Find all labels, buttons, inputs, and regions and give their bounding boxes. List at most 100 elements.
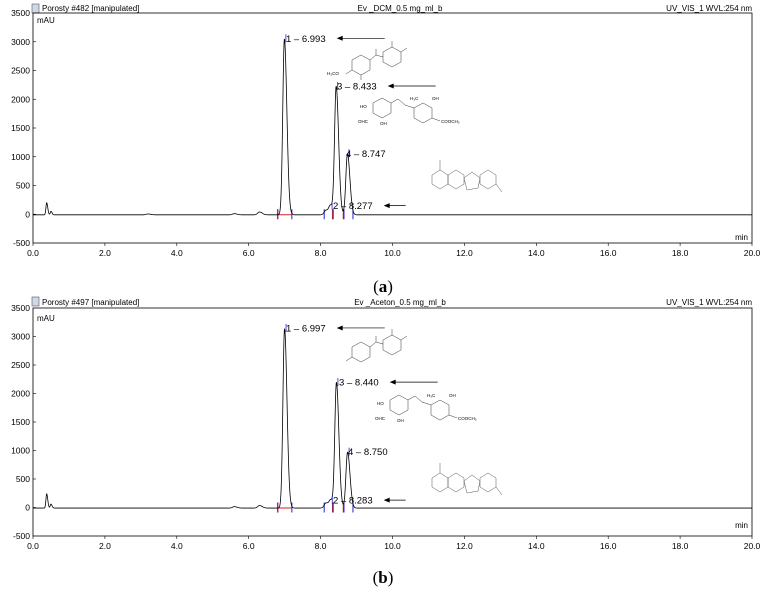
x-tick-label: 20.0 — [744, 248, 761, 258]
peak-label: 1 – 6.993 — [286, 34, 326, 45]
panel-a-x-ticks: 0.0 2.0 4.0 6.0 8.0 10.0 12.0 14.0 16.0 18.0 20.0 — [27, 243, 761, 258]
peak-label: 2 – 8.277 — [333, 201, 373, 212]
y-tick-label: 1500 — [11, 123, 30, 133]
panel-a-y-label: mAU — [37, 16, 55, 25]
panel-b-plot-frame — [32, 307, 753, 537]
x-tick-label: 18.0 — [672, 248, 689, 258]
structure-label: OHC — [358, 119, 369, 124]
x-tick-label: 2.0 — [99, 248, 111, 258]
panel-b-header: Porosty #497 [manipulated] Ev _Aceton_0.… — [31, 296, 752, 307]
peak-label: 4 – 8.747 — [346, 149, 386, 160]
y-tick-label: 3000 — [11, 37, 30, 47]
x-tick-label: 16.0 — [600, 541, 617, 551]
y-tick-label: 1000 — [11, 446, 30, 456]
peak-arrowhead — [389, 379, 396, 385]
panel-b-structure-2: HO OHC OH H₃C OH COOCH₃ — [375, 393, 477, 423]
panel-a-structure-1: H₃CO — [327, 41, 408, 80]
panel-a-structure-3 — [431, 160, 503, 193]
x-tick-label: 10.0 — [384, 248, 401, 258]
panel-a-trace — [33, 38, 752, 216]
panel-a-y-ticks: -500 0 500 1000 1500 2000 2500 3000 3500 — [11, 8, 36, 248]
structure-label: HO — [360, 104, 367, 109]
panel-b-letter: b — [378, 568, 387, 587]
y-tick-label: 3000 — [11, 332, 30, 342]
y-tick-label: 2000 — [11, 389, 30, 399]
x-tick-label: 14.0 — [528, 541, 545, 551]
panel-a-letter: a — [379, 277, 388, 296]
y-tick-label: 500 — [16, 181, 30, 191]
y-tick-label: 2500 — [11, 66, 30, 76]
panel-b-y-ticks: -500 0 500 1000 1500 2000 2500 3000 3500 — [11, 303, 36, 541]
y-tick-label: -500 — [13, 238, 30, 248]
panel-b-trace — [33, 328, 752, 509]
y-tick-label: 0 — [25, 503, 30, 513]
x-tick-label: 6.0 — [243, 248, 255, 258]
peak-label: 4 – 8.750 — [348, 447, 388, 458]
peak-arrowhead — [336, 325, 343, 331]
panel-a-header: Porosty #482 [manipulated] Ev _DCM_0.5 m… — [31, 3, 752, 14]
panel-a-integration-markers — [276, 209, 354, 220]
y-tick-label: 2500 — [11, 360, 30, 370]
panel-b-structure-3 — [431, 463, 503, 496]
panel-b-structure-1 — [345, 329, 408, 363]
y-tick-label: 0 — [25, 209, 30, 219]
y-tick-label: 3500 — [11, 303, 30, 313]
x-tick-label: 2.0 — [99, 541, 111, 551]
x-tick-label: 4.0 — [171, 248, 183, 258]
panel-a-structure-1-label: H₃CO — [327, 71, 339, 76]
y-tick-label: 3500 — [11, 8, 30, 18]
x-tick-label: 0.0 — [27, 248, 39, 258]
document-icon — [31, 296, 40, 307]
panel-a-header-center: Ev _DCM_0.5 mg_ml_b — [358, 4, 443, 13]
structure-label: HO — [377, 401, 384, 406]
x-tick-label: 14.0 — [528, 248, 545, 258]
x-tick-label: 18.0 — [672, 541, 689, 551]
panel-a-header-left: Porosty #482 [manipulated] — [42, 4, 139, 13]
panel-b-y-label: mAU — [37, 314, 55, 323]
panel-b-header-left: Porosty #497 [manipulated] — [42, 298, 139, 307]
structure-label: OHC — [375, 416, 386, 421]
panel-b-caption: (b) — [373, 568, 394, 587]
y-tick-label: -500 — [13, 531, 30, 541]
structure-label: OH — [380, 121, 387, 126]
peak-label: 3 – 8.440 — [339, 378, 379, 389]
x-tick-label: 8.0 — [315, 541, 327, 551]
document-icon — [31, 3, 40, 14]
panel-b-peak-labels: 1 – 6.997 2 – 8.283 3 – 8.440 4 – 8.750 — [285, 323, 438, 507]
y-tick-label: 2000 — [11, 94, 30, 104]
x-tick-label: 4.0 — [171, 541, 183, 551]
structure-label: COOCH₃ — [441, 119, 460, 124]
structure-label: H₃C — [410, 96, 419, 101]
structure-label: H₃C — [427, 393, 436, 398]
peak-arrowhead — [383, 203, 390, 209]
peak-label: 1 – 6.997 — [286, 323, 326, 334]
x-tick-label: 20.0 — [744, 541, 761, 551]
panel-b-x-ticks: 0.0 2.0 4.0 6.0 8.0 10.0 12.0 14.0 16.0 18.0 20.0 — [27, 536, 761, 551]
structure-label: OH — [432, 96, 439, 101]
chromatogram-panel-a: Porosty #482 [manipulated] Ev _DCM_0.5 m… — [11, 3, 761, 258]
x-tick-label: 0.0 — [27, 541, 39, 551]
x-tick-label: 16.0 — [600, 248, 617, 258]
x-tick-label: 8.0 — [315, 248, 327, 258]
panel-a-structure-2: HO OHC OH H₃C OH COOCH₃ — [358, 96, 460, 126]
x-tick-label: 12.0 — [456, 248, 473, 258]
peak-arrowhead — [383, 497, 390, 503]
y-tick-label: 1000 — [11, 152, 30, 162]
y-tick-label: 500 — [16, 474, 30, 484]
structure-label: COOCH₃ — [458, 416, 477, 421]
panel-b-x-label: min — [735, 521, 748, 530]
panel-a-peak-labels: 1 – 6.993 2 – 8.277 3 – 8.433 4 – 8.747 — [285, 34, 436, 212]
panel-a-header-right: UV_VIS_1 WVL:254 nm — [666, 4, 752, 13]
panel-b-header-right: UV_VIS_1 WVL:254 nm — [666, 298, 752, 307]
peak-arrowhead — [387, 83, 394, 89]
structure-label: OH — [397, 418, 404, 423]
structure-label: OH — [449, 393, 456, 398]
panel-b-header-center: Ev _Aceton_0.5 mg_ml_b — [354, 298, 446, 307]
chromatogram-panel-b: Porosty #497 [manipulated] Ev _Aceton_0.… — [11, 296, 761, 551]
x-tick-label: 6.0 — [243, 541, 255, 551]
peak-label: 2 – 8.283 — [333, 496, 373, 507]
x-tick-label: 10.0 — [384, 541, 401, 551]
panel-a-caption: (a) — [373, 277, 393, 296]
peak-label: 3 – 8.433 — [337, 82, 377, 93]
